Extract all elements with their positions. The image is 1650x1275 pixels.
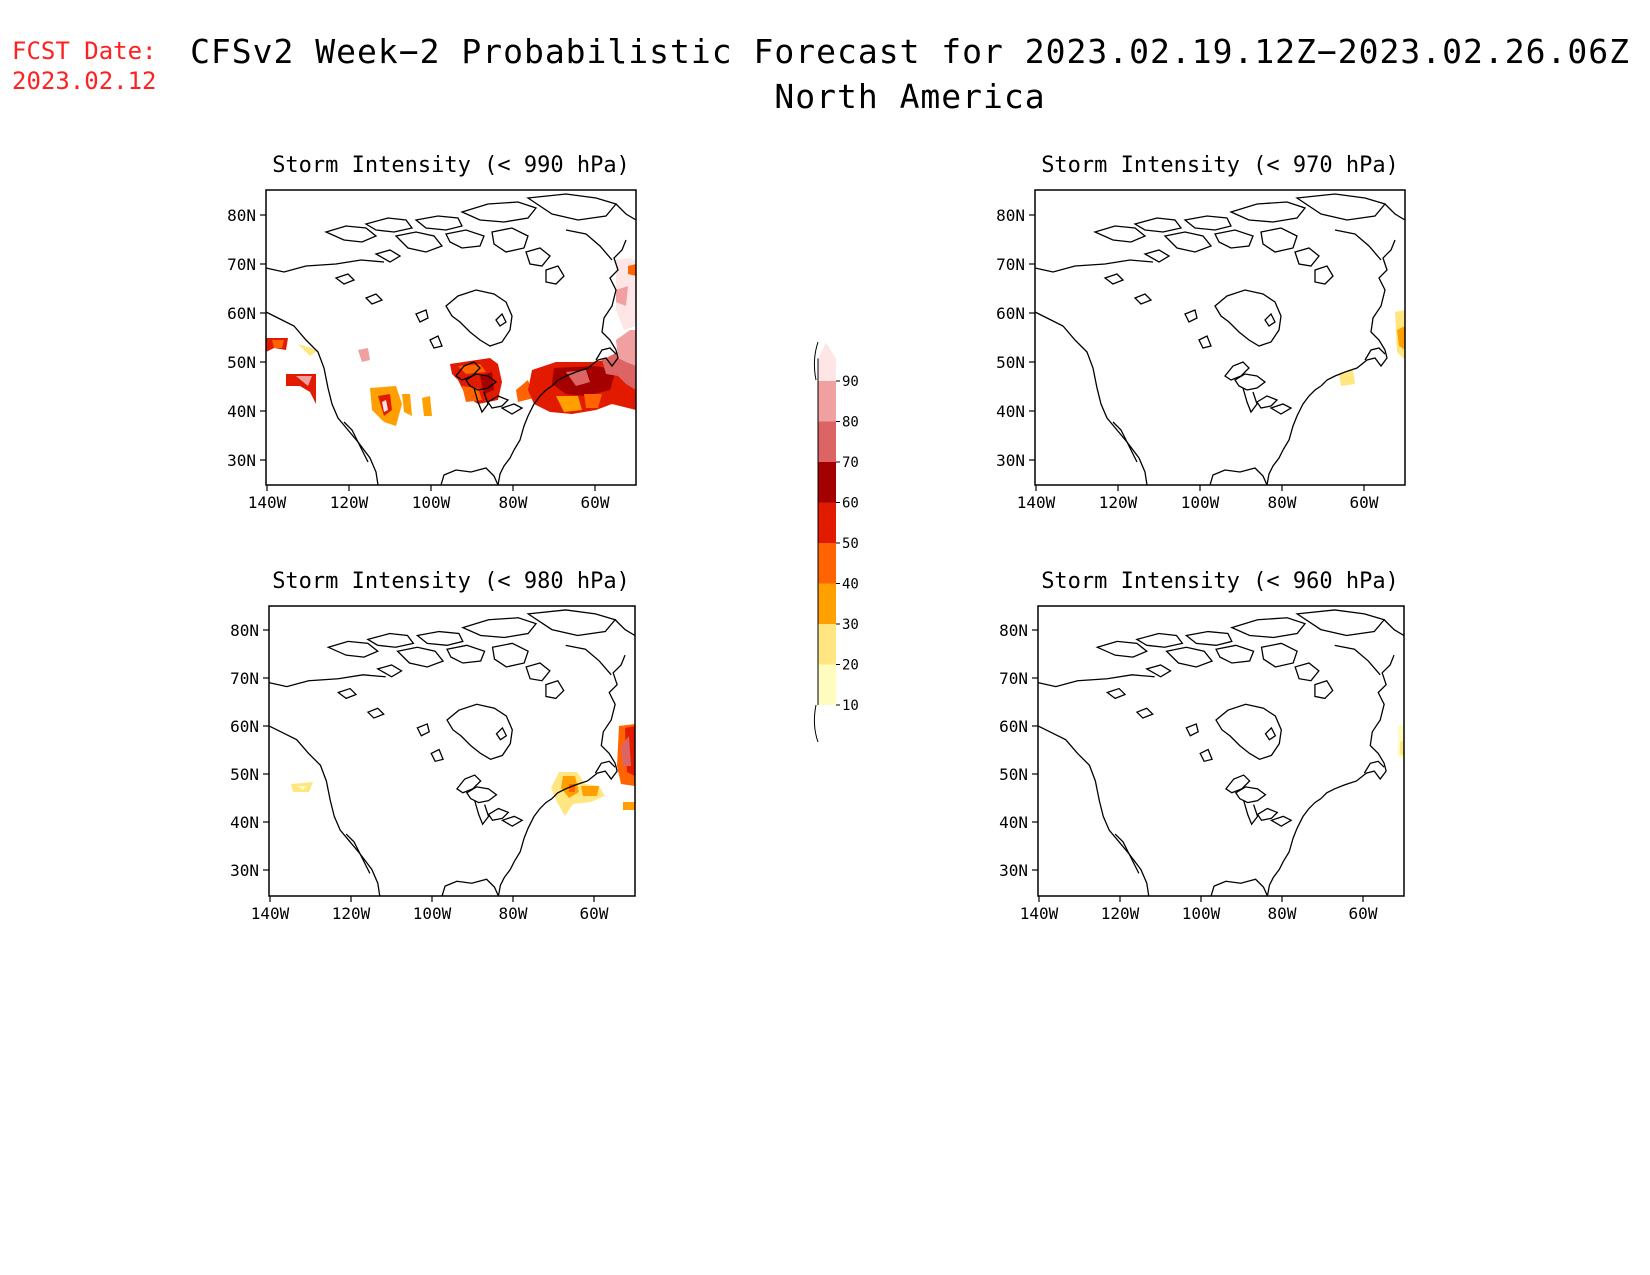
lat-label-30n: 30N xyxy=(996,451,1025,470)
forecast-date-block: FCST Date: 2023.02.12 xyxy=(12,36,157,96)
lat-axis-labels-970: 80N 70N 60N 50N 40N 30N xyxy=(996,206,1025,470)
lon-label-140w: 140W xyxy=(251,904,290,923)
lon-label-120w: 120W xyxy=(332,904,371,923)
lon-label-120w: 120W xyxy=(1101,904,1140,923)
probability-shading-960 xyxy=(1398,724,1404,760)
lat-label-50n: 50N xyxy=(230,765,259,784)
lat-label-40n: 40N xyxy=(996,402,1025,421)
probability-shading-970 xyxy=(1339,310,1405,386)
lon-label-60w: 60W xyxy=(1350,493,1379,512)
lat-label-40n: 40N xyxy=(999,813,1028,832)
lon-label-100w: 100W xyxy=(412,493,451,512)
lat-axis-labels-980: 80N 70N 60N 50N 40N 30N xyxy=(230,621,259,880)
colorbar-swatch xyxy=(818,462,836,503)
lat-label-80n: 80N xyxy=(999,621,1028,640)
colorbar: 10 20 30 40 50 60 70 80 90 xyxy=(813,341,859,743)
lat-label-60n: 60N xyxy=(999,717,1028,736)
lat-label-80n: 80N xyxy=(230,621,259,640)
panel-990: Storm Intensity (< 990 hPa) xyxy=(227,153,637,512)
colorbar-level-label: 80 xyxy=(842,415,859,431)
probability-shading-980 xyxy=(291,724,635,816)
lon-label-140w: 140W xyxy=(1017,493,1056,512)
lon-label-80w: 80W xyxy=(499,493,528,512)
lat-label-40n: 40N xyxy=(230,813,259,832)
colorbar-labels: 10 20 30 40 50 60 70 80 90 xyxy=(836,374,859,714)
lon-axis-labels-980: 140W 120W 100W 80W 60W xyxy=(251,904,609,923)
lat-label-70n: 70N xyxy=(999,669,1028,688)
title-block: CFSv2 Week−2 Probabilistic Forecast for … xyxy=(0,32,1650,116)
lon-label-100w: 100W xyxy=(413,904,452,923)
lat-label-60n: 60N xyxy=(996,304,1025,323)
lon-label-80w: 80W xyxy=(1268,904,1297,923)
colorbar-level-label: 40 xyxy=(842,577,859,593)
fcst-date-label: FCST Date: xyxy=(12,37,157,65)
colorbar-swatch xyxy=(818,421,836,462)
lat-axis-labels-960: 80N 70N 60N 50N 40N 30N xyxy=(999,621,1028,880)
lon-label-60w: 60W xyxy=(581,493,610,512)
page-title: CFSv2 Week−2 Probabilistic Forecast for … xyxy=(190,32,1630,71)
panel-980: Storm Intensity (< 980 hPa) xyxy=(230,569,636,923)
colorbar-level-label: 60 xyxy=(842,496,859,512)
lat-label-40n: 40N xyxy=(227,402,256,421)
lon-label-60w: 60W xyxy=(580,904,609,923)
lat-label-80n: 80N xyxy=(227,206,256,225)
lon-label-60w: 60W xyxy=(1349,904,1378,923)
colorbar-level-label: 70 xyxy=(842,455,859,471)
colorbar-swatch xyxy=(818,502,836,543)
colorbar-swatch xyxy=(818,381,836,422)
lat-axis-labels: 80N 70N 60N 50N 40N 30N xyxy=(227,206,256,470)
lon-label-140w: 140W xyxy=(248,493,287,512)
lat-label-70n: 70N xyxy=(227,255,256,274)
lat-label-30n: 30N xyxy=(230,861,259,880)
lon-label-100w: 100W xyxy=(1182,904,1221,923)
colorbar-swatch xyxy=(818,664,836,705)
colorbar-swatch xyxy=(818,543,836,584)
lat-label-50n: 50N xyxy=(227,353,256,372)
lat-label-50n: 50N xyxy=(999,765,1028,784)
lat-label-50n: 50N xyxy=(996,353,1025,372)
lon-label-100w: 100W xyxy=(1181,493,1220,512)
lon-label-120w: 120W xyxy=(1099,493,1138,512)
panel-title-960: Storm Intensity (< 960 hPa) xyxy=(1041,569,1399,594)
panel-960: Storm Intensity (< 960 hPa) 80N 70N 60N … xyxy=(999,569,1405,923)
colorbar-level-label: 90 xyxy=(842,374,859,390)
colorbar-level-label: 50 xyxy=(842,536,859,552)
lon-axis-labels-960: 140W 120W 100W 80W 60W xyxy=(1020,904,1378,923)
lon-label-120w: 120W xyxy=(330,493,369,512)
lon-axis-labels: 140W 120W 100W 80W 60W xyxy=(248,493,610,512)
lat-label-80n: 80N xyxy=(996,206,1025,225)
lon-axis-labels-970: 140W 120W 100W 80W 60W xyxy=(1017,493,1379,512)
panel-title-970: Storm Intensity (< 970 hPa) xyxy=(1041,153,1399,178)
lat-label-30n: 30N xyxy=(227,451,256,470)
colorbar-level-label: 30 xyxy=(842,617,859,633)
probability-shading-990 xyxy=(266,258,636,426)
colorbar-level-label: 10 xyxy=(842,698,859,714)
lat-label-70n: 70N xyxy=(230,669,259,688)
colorbar-swatches xyxy=(817,342,836,705)
panel-title-990: Storm Intensity (< 990 hPa) xyxy=(272,153,630,178)
lon-label-140w: 140W xyxy=(1020,904,1059,923)
lat-label-30n: 30N xyxy=(999,861,1028,880)
page-subtitle: North America xyxy=(774,77,1046,116)
panel-title-980: Storm Intensity (< 980 hPa) xyxy=(272,569,630,594)
colorbar-swatch xyxy=(818,342,836,381)
lat-label-60n: 60N xyxy=(227,304,256,323)
colorbar-swatch xyxy=(818,583,836,624)
colorbar-swatch xyxy=(818,624,836,665)
lat-label-70n: 70N xyxy=(996,255,1025,274)
lat-label-60n: 60N xyxy=(230,717,259,736)
lon-label-80w: 80W xyxy=(1268,493,1297,512)
fcst-date-value: 2023.02.12 xyxy=(12,67,157,95)
lon-label-80w: 80W xyxy=(499,904,528,923)
panel-970: Storm Intensity (< 970 hPa) 80N 70N 60N … xyxy=(996,153,1406,512)
colorbar-level-label: 20 xyxy=(842,658,859,674)
